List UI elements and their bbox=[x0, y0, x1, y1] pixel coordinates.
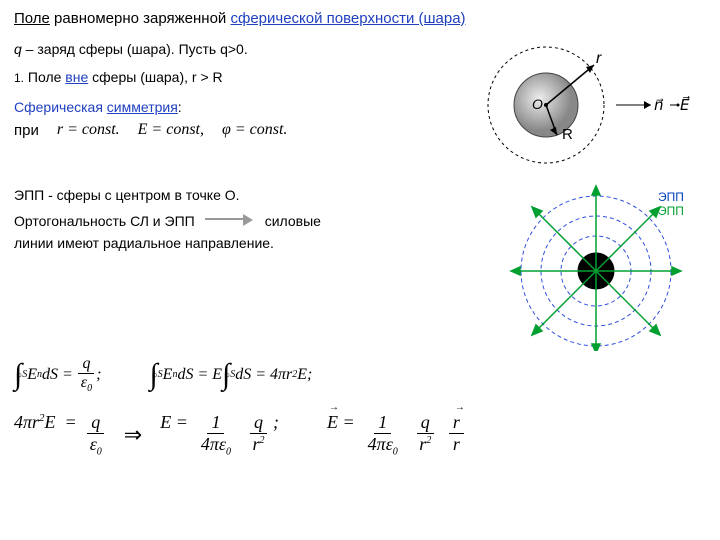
one: 1 bbox=[207, 412, 224, 434]
title-prefix: Поле bbox=[14, 10, 50, 27]
rvec: r bbox=[453, 412, 460, 433]
z2: 0 bbox=[393, 447, 398, 458]
four2: 4πε bbox=[368, 434, 393, 454]
z: 0 bbox=[226, 447, 231, 458]
page-title: Поле равномерно заряженной сферической п… bbox=[14, 10, 706, 27]
r2: r bbox=[253, 434, 260, 454]
sphere-diagram: O r R n⃗ E⃗ bbox=[446, 35, 706, 175]
equation-row-2: 4πr2E = qε0 ⇒ E = 14πε0 qr2 ; E = 14πε0 … bbox=[14, 412, 706, 458]
implication-arrow-icon bbox=[205, 215, 255, 227]
E1: E; bbox=[297, 366, 312, 384]
ortho-b2: линии имеют радиальное направление. bbox=[14, 235, 486, 251]
f1n: q bbox=[78, 355, 94, 374]
epp-l2: ЭПП bbox=[658, 204, 684, 218]
q3: q bbox=[417, 412, 434, 434]
f2n: q bbox=[87, 412, 104, 434]
field-lines-diagram: ЭПП ЭПП bbox=[486, 181, 706, 351]
sym-c: : bbox=[178, 99, 182, 115]
title-emph: сферической поверхности (шара) bbox=[230, 10, 465, 27]
one2: 1 bbox=[374, 412, 391, 434]
rbot: r bbox=[449, 434, 464, 455]
int3-ds: dS bbox=[235, 366, 251, 384]
int1: ∫ bbox=[14, 358, 22, 392]
case1-u: вне bbox=[65, 69, 88, 85]
c1: r = const. bbox=[57, 121, 120, 139]
ortho-line: Ортогональность СЛ и ЭПП силовые bbox=[14, 213, 486, 229]
equation-row-1: ∫S EndS = qε0 ; ∫S EndS = E ∫S dS = 4πr2… bbox=[14, 355, 706, 394]
R-label: R bbox=[562, 126, 573, 143]
c2: E = const, bbox=[138, 121, 204, 139]
int3: ∫ bbox=[222, 358, 230, 392]
f2d: ε bbox=[90, 434, 97, 454]
case1: 1. Поле вне сферы (шара), r > R bbox=[14, 69, 446, 85]
int2-ds: dS bbox=[177, 366, 193, 384]
semi1: ; bbox=[96, 366, 101, 384]
lhs: 4πr bbox=[14, 412, 39, 432]
f2d0: 0 bbox=[97, 447, 102, 458]
epp-l1: ЭПП bbox=[658, 190, 684, 204]
int1-ds: dS bbox=[42, 366, 58, 384]
p2: 2 bbox=[260, 435, 265, 446]
charge-var: q bbox=[14, 41, 22, 57]
r-label: r bbox=[596, 50, 602, 67]
O-label: O bbox=[532, 96, 543, 112]
case1-num: 1. bbox=[14, 71, 24, 85]
E2: E bbox=[160, 412, 171, 432]
E2a: E bbox=[45, 412, 56, 432]
Evec: E bbox=[327, 412, 338, 433]
f1d0: 0 bbox=[87, 383, 92, 394]
charge-line: q – заряд сферы (шара). Пусть q>0. bbox=[14, 41, 446, 57]
q2: q bbox=[250, 412, 267, 434]
title-mid: равномерно заряженной bbox=[50, 10, 231, 27]
four: 4πε bbox=[201, 434, 226, 454]
p22: 2 bbox=[426, 435, 431, 446]
sym-b: симметрия bbox=[107, 99, 178, 115]
ortho-b-start: силовые bbox=[265, 213, 321, 229]
charge-text: – заряд сферы (шара). Пусть q>0. bbox=[22, 41, 248, 57]
epp-line: ЭПП - сферы с центром в точке О. bbox=[14, 187, 486, 203]
int1-E: E bbox=[27, 366, 37, 384]
semi2: ; bbox=[273, 412, 279, 432]
sym-a: Сферическая bbox=[14, 99, 107, 115]
E-label: E⃗ bbox=[680, 95, 690, 114]
c3: φ = const. bbox=[222, 121, 287, 139]
int2-E: E bbox=[163, 366, 173, 384]
res1: 4πr bbox=[270, 366, 292, 384]
big-arrow: ⇒ bbox=[124, 422, 142, 448]
case1-a: Поле bbox=[28, 69, 65, 85]
pri: при bbox=[14, 122, 39, 139]
case1-b: сферы (шара), r > R bbox=[88, 69, 222, 85]
ortho-a: Ортогональность СЛ и ЭПП bbox=[14, 213, 195, 229]
symmetry: Сферическая симметрия: bbox=[14, 99, 446, 115]
const-line: при r = const. E = const, φ = const. bbox=[14, 121, 446, 139]
int2: ∫ bbox=[149, 358, 157, 392]
